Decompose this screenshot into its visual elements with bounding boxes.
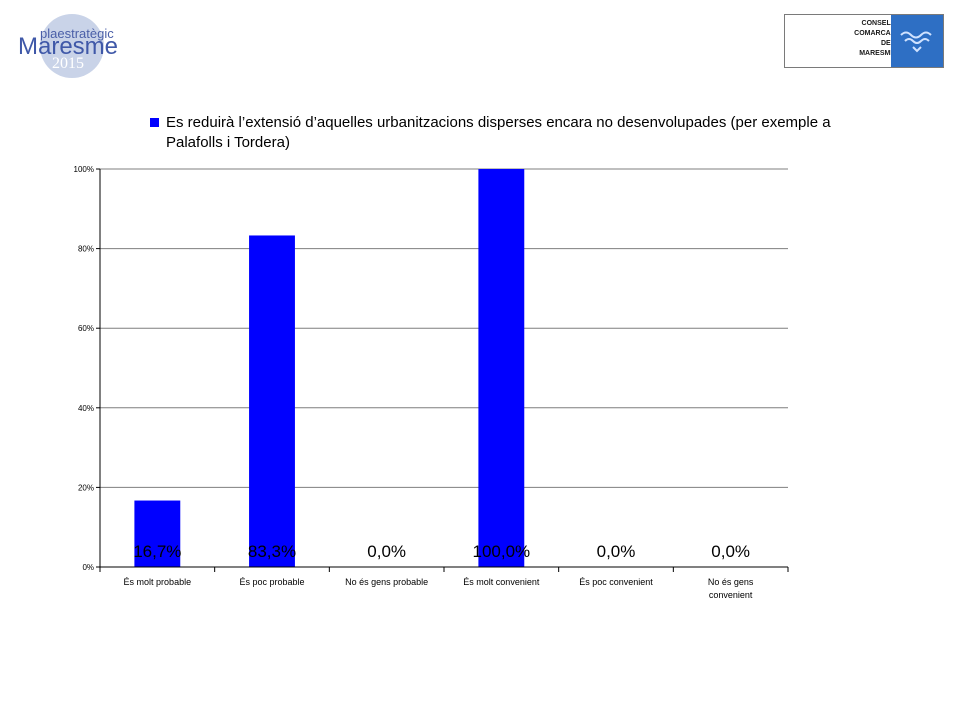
logo-circle [40, 14, 104, 78]
y-axis-ticks: 0% 20% 40% 60% 80% 100% [74, 165, 100, 572]
data-label: 0,0% [367, 542, 406, 561]
logo-line: CONSELL [861, 20, 895, 27]
logo-line: MARESME [859, 50, 895, 57]
x-category-label: És poc convenient [579, 577, 653, 587]
logo-line: DEL [881, 40, 895, 47]
x-category-label: No és gens probable [345, 577, 428, 587]
data-label: 100,0% [472, 542, 530, 561]
y-tick-label: 0% [82, 563, 94, 572]
data-label: 16,7% [133, 542, 181, 561]
y-tick-label: 100% [74, 165, 94, 174]
bar [478, 169, 525, 567]
y-tick-label: 40% [78, 404, 94, 413]
bar [249, 235, 295, 567]
bars [134, 169, 525, 567]
y-tick-label: 60% [78, 324, 94, 333]
x-category-label: És molt probable [124, 577, 192, 587]
logo-year: 2015 [52, 55, 84, 72]
y-tick-label: 20% [78, 483, 94, 492]
logo-main-text: Maresme [18, 33, 118, 60]
x-axis-categories: És molt probable És poc probable No és gen… [124, 577, 754, 600]
bar [134, 500, 181, 567]
consell-comarcal-text: CONSELL COMARCAL DEL MARESME [835, 19, 895, 59]
data-label: 0,0% [597, 542, 636, 561]
x-category-label: És poc probable [239, 577, 304, 587]
data-label: 0,0% [711, 542, 750, 561]
consell-comarcal-logo: CONSELL COMARCAL DEL MARESME [784, 14, 944, 68]
wave-emblem-icon [891, 15, 943, 67]
data-label: 83,3% [248, 542, 296, 561]
y-tick-label: 80% [78, 245, 94, 254]
gridlines [100, 168, 788, 488]
logo-line: COMARCAL [854, 30, 895, 37]
axes [99, 169, 789, 572]
x-category-label: És molt convenient [463, 577, 540, 587]
legend-label: Es reduirà l’extensió d’aquelles urbanit… [166, 114, 831, 151]
data-labels: 16,7% 83,3% 0,0% 100,0% 0,0% 0,0% [133, 542, 750, 561]
legend-swatch [150, 118, 159, 127]
plaestrategic-logo: plaestratègic Maresme 2015 [10, 8, 150, 88]
x-category-label: No és gens convenient [708, 577, 754, 600]
logo-top-text: plaestratègic [40, 26, 114, 41]
